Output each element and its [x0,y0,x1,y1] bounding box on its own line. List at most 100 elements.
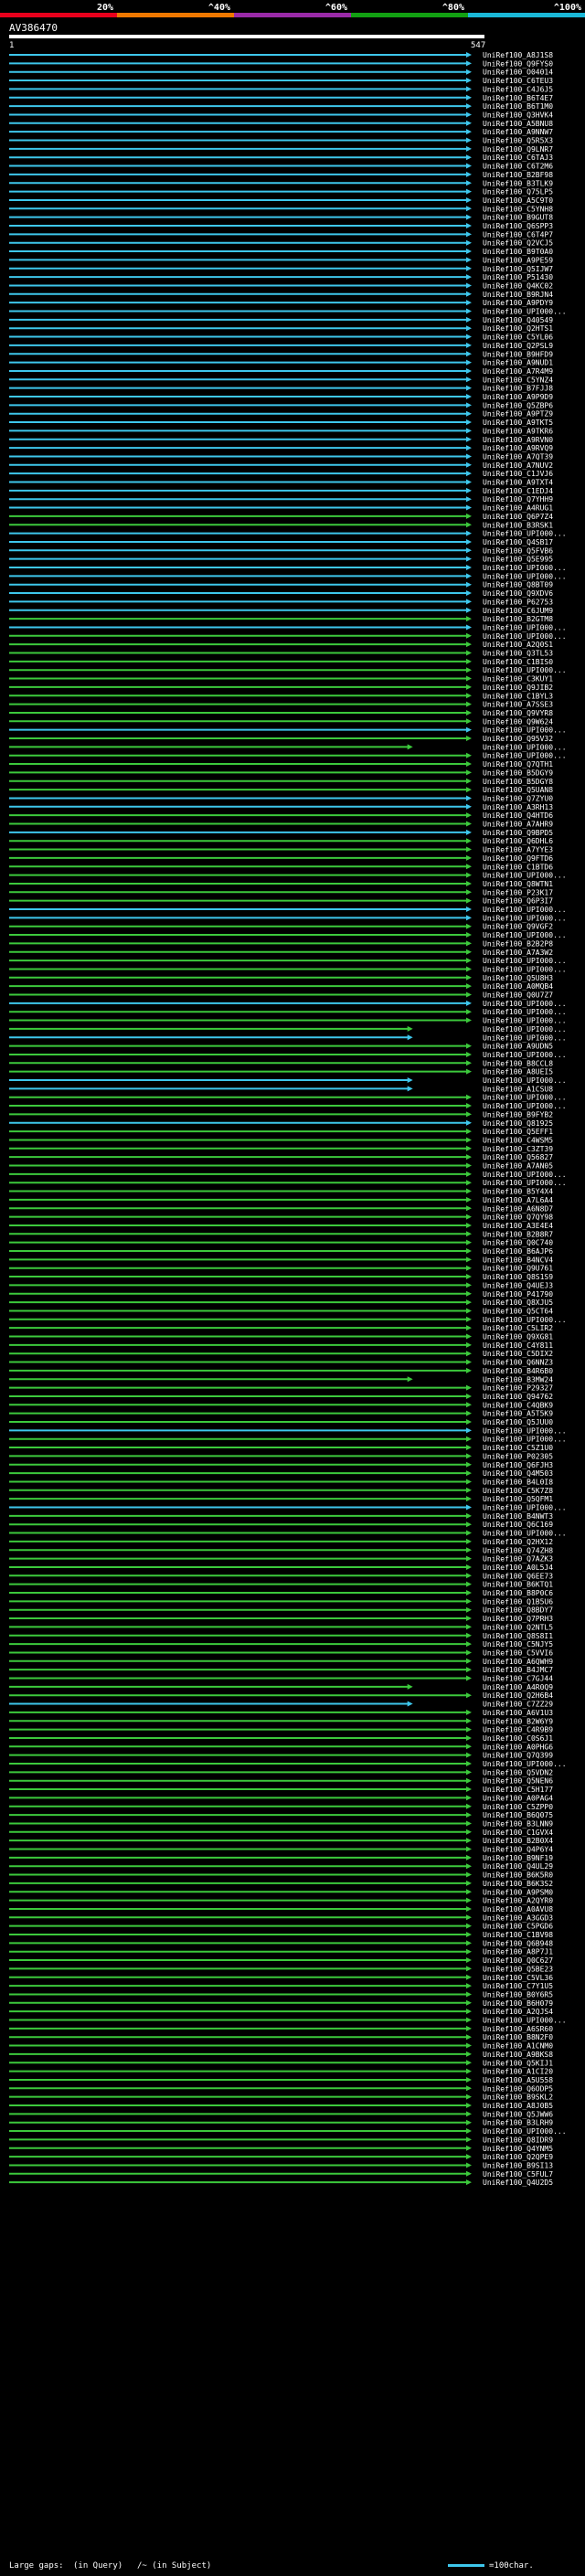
hit-label[interactable]: UniRef100_Q0U7Z7 [483,991,553,1000]
hit-label[interactable]: UniRef100_B7FJJ8 [483,385,553,393]
hit-label[interactable]: UniRef100_B5DGY9 [483,769,553,777]
hit-label[interactable]: UniRef100_Q6C169 [483,1521,553,1529]
hit-label[interactable]: UniRef100_P51430 [483,273,553,281]
hit-label[interactable]: UniRef100_A3GGD3 [483,1913,553,1922]
hit-label[interactable]: UniRef100_A1CI20 [483,2068,553,2076]
hit-label[interactable]: UniRef100_UPI000... [483,1025,567,1034]
hit-label[interactable]: UniRef100_Q4U2D5 [483,2178,553,2187]
hit-label[interactable]: UniRef100_A6QWH9 [483,1658,553,1666]
hit-label[interactable]: UniRef100_A1CNM0 [483,2042,553,2051]
hit-label[interactable]: UniRef100_Q9FYS0 [483,59,553,68]
hit-label[interactable]: UniRef100_Q5CT64 [483,1307,553,1315]
hit-label[interactable]: UniRef100_C5Z1U0 [483,1444,553,1452]
hit-label[interactable]: UniRef100_UPI000... [483,572,567,580]
hit-label[interactable]: UniRef100_Q74ZH8 [483,1546,553,1554]
hit-label[interactable]: UniRef100_C7GJ44 [483,1675,553,1683]
hit-label[interactable]: UniRef100_UPI000... [483,872,567,880]
hit-label[interactable]: UniRef100_B6AJP6 [483,1247,553,1256]
hit-label[interactable]: UniRef100_A8UEI5 [483,1068,553,1076]
hit-label[interactable]: UniRef100_B9RJN4 [483,291,553,299]
hit-label[interactable]: UniRef100_Q6NNZ3 [483,1359,553,1367]
hit-label[interactable]: UniRef100_B5Y4X4 [483,1188,553,1196]
hit-label[interactable]: UniRef100_C1BYL3 [483,692,553,700]
hit-label[interactable]: UniRef100_Q5E995 [483,556,553,564]
hit-label[interactable]: UniRef100_B3TLK9 [483,179,553,187]
hit-label[interactable]: UniRef100_A5U558 [483,2076,553,2084]
hit-label[interactable]: UniRef100_C1BTD6 [483,863,553,871]
hit-label[interactable]: UniRef100_Q2HX12 [483,1538,553,1546]
hit-label[interactable]: UniRef100_A7R4M9 [483,367,553,376]
hit-label[interactable]: UniRef100_A6N8D7 [483,1204,553,1213]
hit-label[interactable]: UniRef100_UPI000... [483,308,567,316]
hit-label[interactable]: UniRef100_P23K17 [483,888,553,896]
hit-label[interactable]: UniRef100_A9RVQ9 [483,444,553,452]
hit-label[interactable]: UniRef100_C5VVI6 [483,1648,553,1657]
hit-label[interactable]: UniRef100_B4NCV4 [483,1256,553,1264]
hit-label[interactable]: UniRef100_C6TEU3 [483,77,553,85]
hit-label[interactable]: UniRef100_Q8XJU5 [483,1299,553,1307]
hit-label[interactable]: UniRef100_Q7ZYU0 [483,794,553,802]
hit-label[interactable]: UniRef100_C3ZT39 [483,1145,553,1153]
hit-label[interactable]: UniRef100_B6T1M0 [483,102,553,111]
hit-label[interactable]: UniRef100_Q4P6Y4 [483,1846,553,1854]
hit-label[interactable]: UniRef100_B9SKL2 [483,2094,553,2102]
hit-label[interactable]: UniRef100_A0L5J4 [483,1564,553,1572]
hit-label[interactable]: UniRef100_A7YYE3 [483,846,553,854]
hit-label[interactable]: UniRef100_Q7QTH1 [483,760,553,769]
hit-label[interactable]: UniRef100_A0PHG6 [483,1743,553,1751]
hit-label[interactable]: UniRef100_C6T4P7 [483,230,553,239]
hit-label[interactable]: UniRef100_C4R9B9 [483,1726,553,1734]
hit-label[interactable]: UniRef100_UPI000... [483,666,567,674]
hit-label[interactable]: UniRef100_B5DGY8 [483,778,553,786]
hit-label[interactable]: UniRef100_UPI000... [483,1017,567,1025]
hit-label[interactable]: UniRef100_Q7PRH3 [483,1615,553,1623]
hit-label[interactable]: UniRef100_UPI000... [483,1034,567,1042]
hit-label[interactable]: UniRef100_UPI000... [483,1760,567,1768]
hit-label[interactable]: UniRef100_C5ZPP0 [483,1803,553,1811]
hit-label[interactable]: UniRef100_Q8BDY7 [483,1606,553,1615]
hit-label[interactable]: UniRef100_B2B0X4 [483,1837,553,1845]
hit-label[interactable]: UniRef100_UPI000... [483,530,567,538]
hit-label[interactable]: UniRef100_C6TAJ3 [483,154,553,162]
hit-label[interactable]: UniRef100_Q9XDV6 [483,589,553,598]
hit-label[interactable]: UniRef100_Q2QPE9 [483,2153,553,2161]
hit-label[interactable]: UniRef100_Q1B5U6 [483,1597,553,1606]
hit-label[interactable]: UniRef100_Q2PSL9 [483,342,553,350]
hit-label[interactable]: UniRef100_Q4KC02 [483,281,553,290]
hit-label[interactable]: UniRef100_A3RH13 [483,803,553,811]
hit-label[interactable]: UniRef100_UPI000... [483,1504,567,1512]
hit-label[interactable]: UniRef100_Q0C740 [483,1239,553,1247]
hit-label[interactable]: UniRef100_B6H079 [483,1999,553,2008]
hit-label[interactable]: UniRef100_A5BNU8 [483,120,553,128]
hit-label[interactable]: UniRef100_A5C9T0 [483,196,553,205]
hit-label[interactable]: UniRef100_C5YNH8 [483,205,553,213]
hit-label[interactable]: UniRef100_A6SR60 [483,2025,553,2033]
hit-label[interactable]: UniRef100_A7AHR9 [483,821,553,829]
hit-label[interactable]: UniRef100_Q9XG81 [483,1333,553,1341]
hit-label[interactable]: UniRef100_C1GVX4 [483,1829,553,1837]
hit-label[interactable]: UniRef100_A3E4E4 [483,1222,553,1230]
hit-label[interactable]: UniRef100_C5FUL7 [483,2170,553,2178]
hit-label[interactable]: UniRef100_C4WSM5 [483,1136,553,1144]
hit-label[interactable]: UniRef100_UPI000... [483,906,567,914]
hit-label[interactable]: UniRef100_Q7QY98 [483,1214,553,1222]
hit-label[interactable]: UniRef100_B3MW24 [483,1375,553,1383]
hit-label[interactable]: UniRef100_UPI000... [483,1171,567,1179]
hit-label[interactable]: UniRef100_C5LIR2 [483,1324,553,1332]
hit-label[interactable]: UniRef100_C0S6J1 [483,1734,553,1743]
hit-label[interactable]: UniRef100_UPI000... [483,632,567,641]
hit-label[interactable]: UniRef100_Q4M503 [483,1469,553,1478]
hit-label[interactable]: UniRef100_Q6P3I7 [483,897,553,906]
hit-label[interactable]: UniRef100_UPI000... [483,1530,567,1538]
hit-label[interactable]: UniRef100_C5VL36 [483,1974,553,1982]
hit-label[interactable]: UniRef100_UPI000... [483,2017,567,2025]
hit-label[interactable]: UniRef100_Q5VDN2 [483,1768,553,1776]
hit-label[interactable]: UniRef100_B6T4E7 [483,94,553,102]
hit-label[interactable]: UniRef100_C5DIX2 [483,1350,553,1358]
hit-label[interactable]: UniRef100_A9TXT4 [483,479,553,487]
hit-label[interactable]: UniRef100_B8N2F0 [483,2033,553,2041]
hit-label[interactable]: UniRef100_Q95V32 [483,735,553,743]
hit-label[interactable]: UniRef100_Q3HVK4 [483,111,553,119]
hit-label[interactable]: UniRef100_B3LRH9 [483,2119,553,2127]
hit-label[interactable]: UniRef100_A2Q0S1 [483,641,553,649]
